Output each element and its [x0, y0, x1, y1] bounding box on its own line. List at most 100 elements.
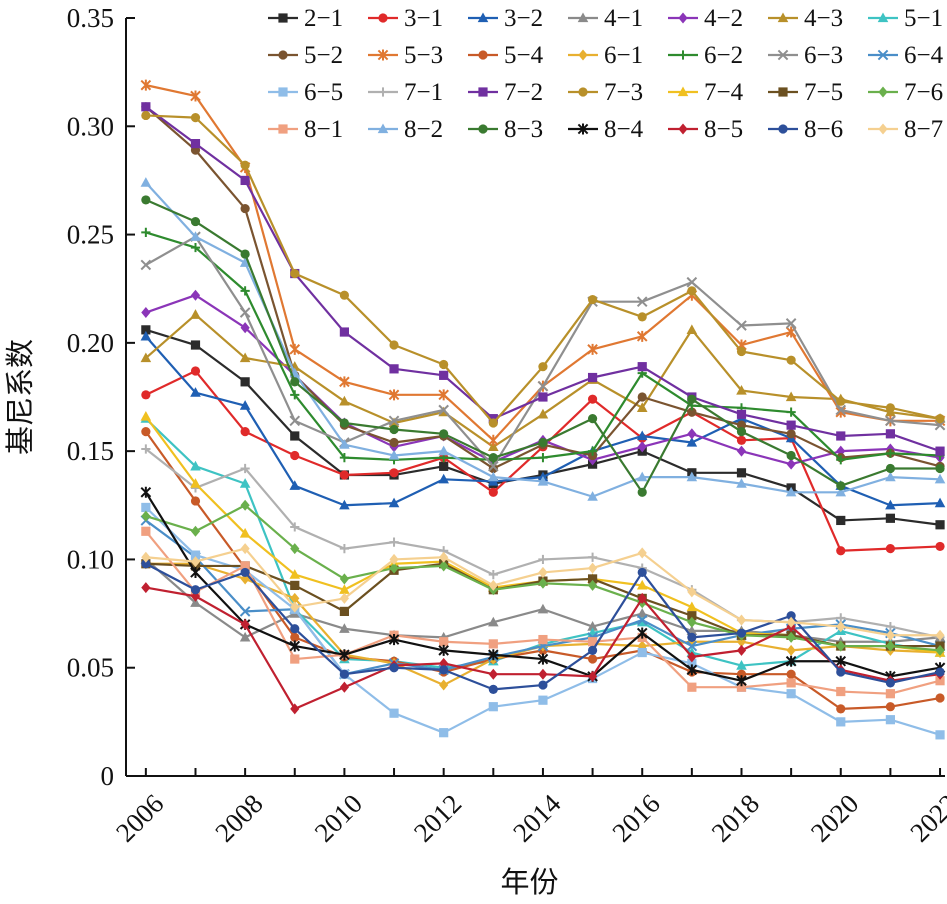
data-point — [141, 195, 151, 205]
data-point — [438, 404, 449, 416]
data-point — [239, 352, 251, 363]
data-point — [339, 681, 349, 693]
data-point — [239, 527, 251, 538]
data-point — [290, 580, 300, 591]
series-layer — [140, 79, 946, 740]
data-point — [290, 601, 300, 613]
legend-label: 7−3 — [604, 79, 643, 106]
legend-swatch-marker — [777, 12, 789, 23]
data-point — [290, 632, 300, 642]
data-point — [934, 473, 946, 484]
data-point — [239, 606, 251, 617]
data-point — [636, 627, 648, 639]
data-point — [289, 415, 301, 427]
data-point — [885, 429, 895, 439]
data-point — [736, 320, 747, 331]
data-point — [239, 478, 251, 488]
data-point — [289, 640, 301, 652]
data-point — [835, 404, 847, 416]
data-point — [389, 437, 399, 448]
data-point — [686, 324, 698, 335]
legend-label: 7−2 — [504, 79, 543, 106]
data-point — [587, 372, 598, 383]
data-point — [388, 634, 400, 646]
data-point — [885, 689, 895, 699]
legend-entry: 5−4 — [468, 42, 544, 69]
data-point — [736, 682, 747, 692]
data-point — [538, 554, 548, 565]
legend-swatch-marker — [577, 12, 589, 23]
data-point — [388, 389, 400, 401]
data-point — [885, 499, 896, 510]
legend-entry: 7−5 — [768, 79, 843, 106]
data-point — [537, 653, 549, 665]
data-point — [885, 621, 895, 632]
x-axis-title: 年份 — [500, 865, 558, 899]
legend-label: 7−6 — [904, 79, 943, 106]
data-point — [836, 621, 846, 633]
data-point — [190, 460, 201, 471]
legend-entry: 6−1 — [568, 42, 643, 69]
data-point — [885, 715, 895, 725]
data-point — [687, 428, 697, 440]
data-point — [786, 420, 796, 430]
data-point — [836, 717, 846, 727]
data-point — [140, 177, 152, 187]
data-point — [488, 487, 498, 497]
data-point — [836, 640, 846, 652]
data-point — [538, 695, 548, 705]
legend-entry: 7−3 — [568, 79, 643, 106]
data-point — [290, 431, 300, 441]
data-point — [736, 427, 747, 437]
series-6−5 — [141, 502, 945, 740]
data-point — [339, 418, 349, 428]
legend-swatch-marker — [477, 12, 489, 23]
x-tick-label: 2016 — [606, 788, 665, 847]
data-point — [736, 445, 747, 457]
x-tick-label: 2020 — [805, 788, 864, 847]
data-point — [439, 461, 449, 471]
data-point — [686, 601, 698, 612]
data-point — [339, 669, 349, 679]
data-point — [140, 330, 152, 341]
data-point — [636, 614, 648, 626]
data-point — [141, 582, 151, 594]
legend-swatch-marker — [778, 87, 788, 97]
data-point — [538, 577, 548, 589]
data-point — [885, 463, 896, 474]
data-point — [637, 392, 647, 402]
legend-swatch-marker — [678, 50, 688, 60]
axes — [125, 18, 945, 777]
data-point — [736, 675, 747, 687]
legend-swatch-marker — [677, 86, 689, 97]
data-point — [538, 668, 548, 680]
data-point — [786, 616, 796, 628]
legend-swatch-marker — [278, 50, 288, 60]
data-point — [140, 352, 152, 363]
data-point — [636, 296, 648, 308]
data-point — [686, 471, 698, 482]
legend-swatch-marker — [377, 123, 389, 134]
data-point — [885, 702, 896, 712]
legend-label: 6−3 — [804, 42, 843, 69]
data-point — [785, 391, 797, 402]
data-point — [836, 667, 846, 677]
data-point — [488, 639, 498, 649]
data-point — [339, 623, 350, 633]
data-point — [488, 649, 499, 661]
data-point — [339, 606, 349, 617]
legend-label: 7−1 — [404, 79, 443, 106]
legend-label: 8−1 — [304, 116, 343, 143]
data-point — [786, 611, 796, 621]
data-point — [786, 644, 796, 656]
data-point — [538, 680, 548, 690]
legend-swatch-marker — [378, 87, 388, 97]
data-point — [389, 468, 399, 478]
data-point — [339, 327, 349, 337]
data-point — [587, 621, 598, 631]
data-point — [190, 366, 201, 376]
data-point — [141, 502, 151, 513]
data-point — [786, 407, 796, 417]
legend-label: 8−6 — [804, 116, 843, 143]
series-8−6 — [141, 559, 945, 694]
